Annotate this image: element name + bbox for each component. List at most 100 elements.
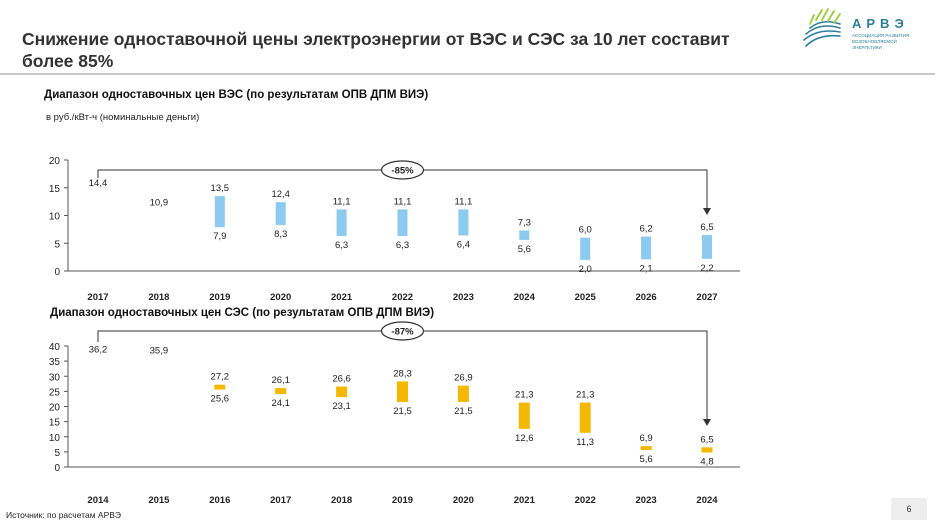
wind-annotation-badge	[380, 160, 425, 180]
wind-low-label: 2,2	[700, 263, 713, 274]
wind-low-label: 5,6	[518, 244, 531, 255]
solar-chart-title: Диапазон одноставочных цен СЭС (по резул…	[50, 307, 435, 319]
solar-low-label: 24,1	[271, 398, 290, 409]
wind-high-label: 12,4	[271, 189, 290, 200]
solar-range-bar	[336, 386, 348, 398]
wind-y-tick-label: 0	[54, 267, 60, 278]
wind-range-bar	[214, 196, 225, 228]
wind-high-label: 10,9	[150, 198, 169, 209]
solar-high-label: 6,9	[639, 433, 652, 444]
solar-high-label: 28,3	[393, 368, 412, 379]
solar-range-bar	[397, 381, 408, 402]
solar-low-label: 5,6	[639, 454, 652, 465]
wind-high-label: 11,1	[455, 196, 473, 207]
solar-y-tick-label: 15	[49, 418, 61, 429]
logo-subtitle: АССОЦИАЦИЯ РАЗВИТИЯ ВОЗОБНОВЛЯЕМОЙ ЭНЕРГ…	[852, 33, 910, 50]
wind-range-bar	[641, 236, 652, 260]
wind-x-tick-label: 2026	[636, 292, 657, 303]
title-divider	[0, 73, 935, 75]
solar-annotation-arrow	[703, 419, 711, 426]
wind-range-bar	[702, 234, 712, 259]
solar-x-tick-label: 2020	[453, 495, 474, 506]
wind-high-label: 14,4	[89, 178, 108, 189]
wind-range-bar	[275, 202, 286, 225]
solar-y-tick-label: 30	[49, 372, 61, 383]
solar-range-bar	[701, 447, 713, 453]
wind-x-tick-label: 2022	[392, 292, 413, 303]
logo-text: АРВЭ	[852, 16, 909, 31]
solar-high-label: 36,2	[89, 344, 108, 355]
solar-low-label: 12,6	[515, 433, 534, 444]
solar-annotation-badge	[380, 321, 425, 341]
wind-range-bar	[580, 237, 591, 260]
solar-high-label: 26,1	[271, 375, 290, 386]
solar-high-label: 21,3	[576, 390, 595, 401]
wind-high-label: 11,1	[333, 196, 351, 207]
wind-y-tick-label: 20	[49, 156, 61, 167]
wind-x-tick-label: 2018	[148, 292, 169, 303]
wind-high-label: 11,1	[394, 196, 412, 207]
wind-range-bar	[336, 209, 347, 237]
solar-high-label: 26,9	[454, 373, 473, 384]
wind-high-label: 6,0	[579, 225, 592, 236]
page-title: Снижение одноставочной цены электроэнерг…	[22, 29, 730, 71]
solar-low-label: 11,3	[576, 437, 594, 448]
solar-x-tick-label: 2019	[392, 495, 413, 506]
solar-range-bar	[579, 402, 591, 433]
solar-annotation-label: -87%	[391, 327, 414, 338]
solar-x-tick-label: 2016	[209, 495, 230, 506]
solar-x-tick-label: 2018	[331, 495, 352, 506]
solar-low-label: 25,6	[211, 394, 230, 405]
wind-x-tick-label: 2019	[209, 292, 230, 303]
wind-x-tick-label: 2017	[87, 292, 108, 303]
wind-x-tick-label: 2023	[453, 292, 474, 303]
wind-high-label: 6,2	[639, 224, 652, 235]
wind-high-label: 13,5	[211, 183, 230, 194]
solar-high-label: 35,9	[150, 345, 169, 356]
solar-y-tick-label: 25	[49, 387, 61, 398]
wind-y-tick-label: 5	[54, 239, 60, 250]
wind-y-tick-label: 15	[49, 184, 61, 195]
solar-x-tick-label: 2017	[270, 495, 291, 506]
solar-x-tick-label: 2023	[636, 495, 657, 506]
wind-range-bar	[458, 209, 469, 236]
wind-high-label: 6,5	[700, 222, 713, 233]
solar-range-bar	[275, 388, 287, 395]
solar-high-label: 27,2	[211, 372, 230, 383]
solar-y-tick-label: 35	[49, 357, 61, 368]
solar-low-label: 21,5	[454, 406, 473, 417]
wind-chart-unit-label: в руб./кВт-ч (номинальные деньги)	[46, 112, 200, 123]
wind-range-bar	[397, 209, 408, 237]
wind-annotation-arrow	[703, 208, 711, 215]
solar-high-label: 6,5	[700, 434, 713, 445]
source-note: Источник: по расчетам АРВЭ	[6, 510, 122, 520]
wind-low-label: 6,4	[457, 239, 470, 250]
solar-high-label: 26,6	[332, 374, 351, 385]
wind-low-label: 6,3	[335, 240, 348, 251]
solar-low-label: 23,1	[332, 401, 351, 412]
wind-x-tick-label: 2020	[270, 292, 291, 303]
wind-x-tick-label: 2024	[514, 292, 536, 303]
wind-low-label: 2,0	[579, 264, 592, 275]
solar-high-label: 21,3	[515, 390, 534, 401]
solar-range-bar	[457, 385, 469, 402]
wind-low-label: 7,9	[213, 231, 226, 242]
wind-high-label: 7,3	[518, 217, 531, 228]
solar-x-tick-label: 2014	[87, 495, 109, 506]
wind-x-tick-label: 2027	[696, 292, 717, 303]
wind-range-bar	[519, 230, 530, 240]
solar-range-bar	[214, 384, 226, 390]
page-number: 6	[891, 498, 927, 520]
wind-low-label: 6,3	[396, 240, 409, 251]
wind-low-label: 2,1	[639, 263, 652, 274]
solar-y-tick-label: 40	[49, 342, 61, 353]
solar-x-tick-label: 2021	[514, 495, 536, 506]
solar-y-tick-label: 20	[49, 403, 61, 414]
solar-range-bar	[640, 446, 652, 451]
wind-y-tick-label: 10	[49, 212, 61, 223]
solar-y-tick-label: 0	[54, 463, 60, 474]
solar-low-label: 21,5	[393, 406, 412, 417]
solar-x-tick-label: 2015	[148, 495, 170, 506]
wind-x-tick-label: 2021	[331, 292, 353, 303]
